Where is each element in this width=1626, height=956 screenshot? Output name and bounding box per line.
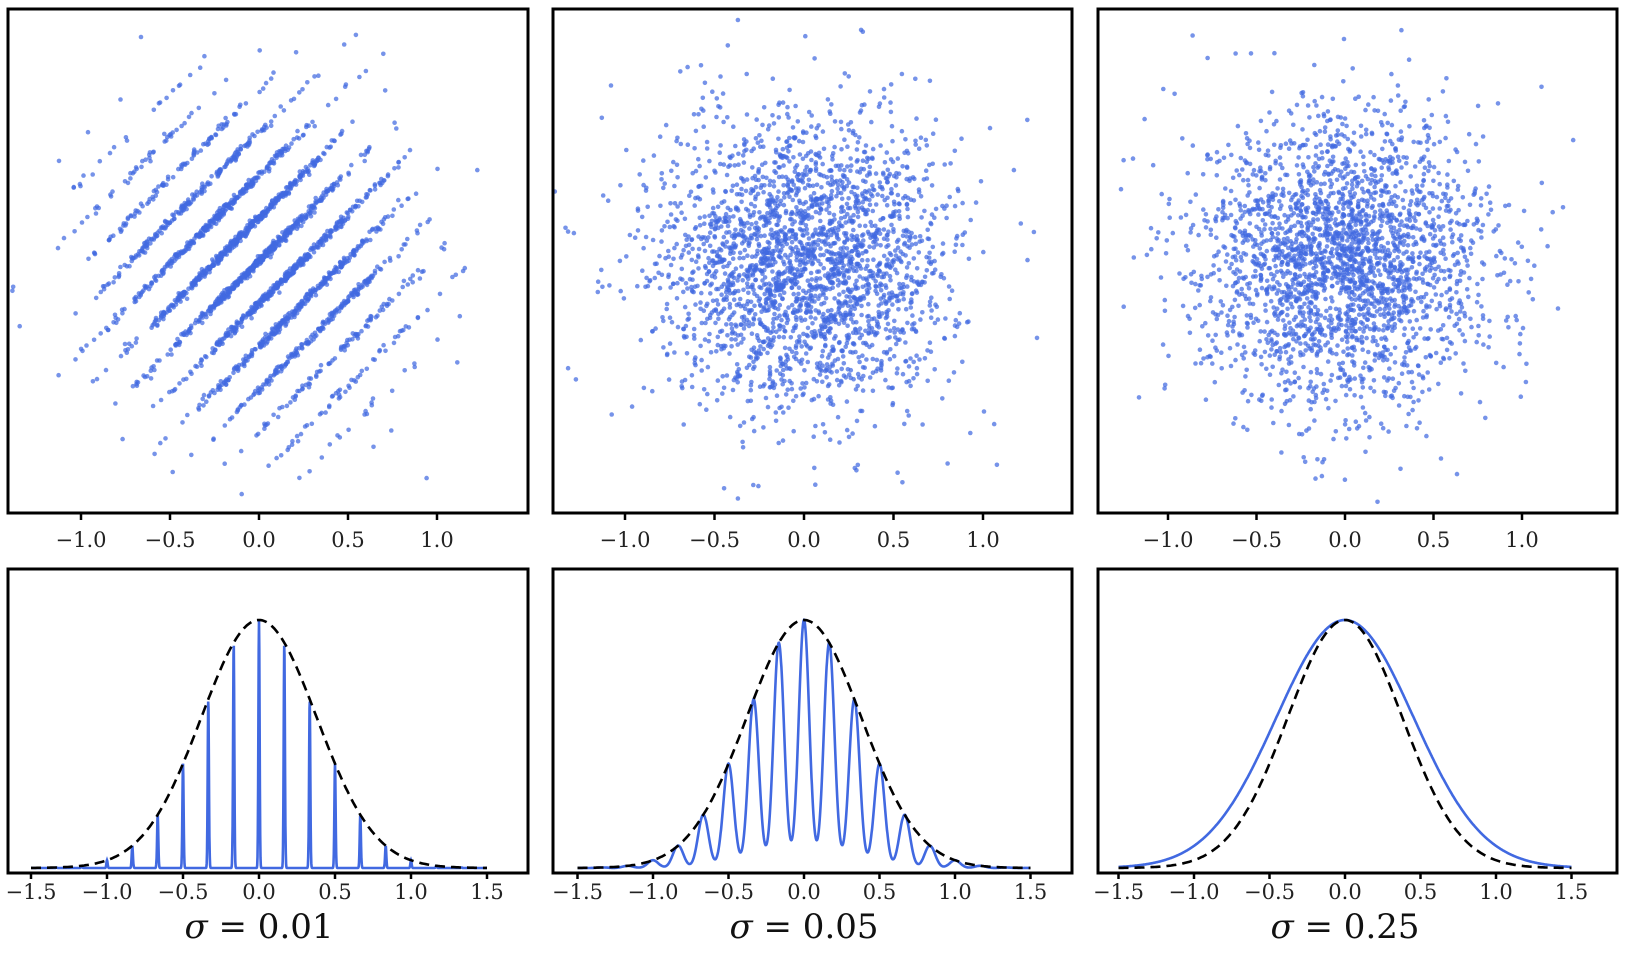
- axes-frame: [6, 7, 530, 515]
- scatter-points: [1118, 27, 1576, 505]
- x-tick-label: 1.0: [394, 880, 427, 904]
- x-tick-label: 0.0: [787, 880, 820, 904]
- axes-frame: [551, 7, 1074, 515]
- x-tick-label: 0.0: [1328, 880, 1361, 904]
- x-tick-label: −0.5: [158, 880, 209, 904]
- x-tick-label: 0.5: [1417, 528, 1450, 552]
- x-tick-label: 1.5: [470, 880, 503, 904]
- panel-bottom-middle: −1.5 −1.0 −0.5 0.0 0.5 1.0 1.5: [551, 567, 1074, 904]
- x-tick-label: 1.0: [1479, 880, 1512, 904]
- x-tick-label: −1.0: [1143, 528, 1194, 552]
- axes-frame: [1096, 567, 1619, 875]
- x-tick-label: 0.0: [787, 528, 820, 552]
- x-tick-label: −0.5: [1244, 880, 1295, 904]
- gaussian-envelope: [1118, 618, 1572, 870]
- gaussian-envelope: [577, 618, 1031, 870]
- density-curve: [31, 619, 487, 870]
- x-tick-label: −1.0: [56, 528, 107, 552]
- x-tick-label: −0.5: [689, 528, 740, 552]
- scatter-points: [553, 17, 1040, 501]
- x-tick-label: 1.0: [966, 528, 999, 552]
- panel-top-middle: −1.0 −0.5 0.0 0.5 1.0: [551, 7, 1074, 552]
- axes-frame: [551, 567, 1074, 875]
- axes-frame: [1096, 7, 1619, 515]
- x-tick-label: 0.5: [1404, 880, 1437, 904]
- x-tick-label: −1.0: [628, 880, 679, 904]
- panel-top-left: −1.0 −0.5 0.0 0.5 1.0: [6, 7, 530, 552]
- x-tick-label: 0.5: [863, 880, 896, 904]
- x-tick-label: 0.5: [318, 880, 351, 904]
- x-tick-label: 1.0: [938, 880, 971, 904]
- x-tick-label: 1.5: [1014, 880, 1047, 904]
- x-tick-label: −1.0: [82, 880, 133, 904]
- x-tick-label: −1.5: [1093, 880, 1144, 904]
- x-tick-label: −0.5: [145, 528, 196, 552]
- x-tick-label: −1.0: [600, 528, 651, 552]
- axes-frame: [6, 567, 530, 875]
- caption-left: σ = 0.01: [184, 907, 333, 947]
- x-tick-label: −1.5: [552, 880, 603, 904]
- x-tick-label: −1.0: [1169, 880, 1220, 904]
- x-tick-label: −0.5: [703, 880, 754, 904]
- x-tick-label: 0.0: [1328, 528, 1361, 552]
- caption-right: σ = 0.25: [1270, 907, 1419, 947]
- panel-top-right: −1.0 −0.5 0.0 0.5 1.0: [1096, 7, 1619, 552]
- x-tick-label: 1.5: [1555, 880, 1588, 904]
- x-tick-label: 0.5: [877, 528, 910, 552]
- density-curve: [1118, 618, 1572, 869]
- x-tick-label: 0.5: [331, 528, 364, 552]
- density-curve: [577, 617, 1031, 870]
- x-tick-label: −1.5: [6, 880, 57, 904]
- panel-bottom-right: −1.5 −1.0 −0.5 0.0 0.5 1.0 1.5: [1093, 567, 1619, 904]
- gaussian-envelope: [31, 618, 487, 870]
- panel-bottom-left: −1.5 −1.0 −0.5 0.0 0.5 1.0 1.5: [6, 567, 530, 904]
- caption-middle: σ = 0.05: [729, 907, 878, 947]
- x-tick-label: 0.0: [242, 528, 275, 552]
- x-tick-label: −0.5: [1231, 528, 1282, 552]
- scatter-points: [10, 32, 480, 497]
- x-tick-label: 1.0: [1505, 528, 1538, 552]
- x-tick-label: 0.0: [242, 880, 275, 904]
- x-tick-label: 1.0: [420, 528, 453, 552]
